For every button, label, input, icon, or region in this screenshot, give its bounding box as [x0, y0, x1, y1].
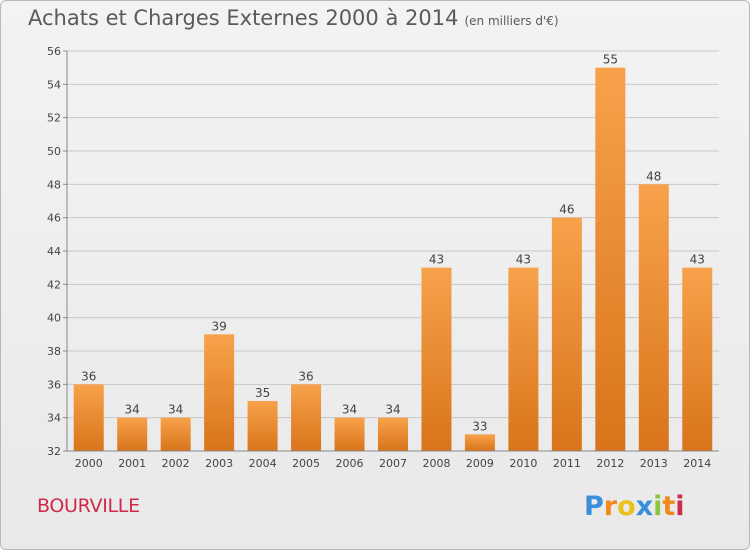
- value-label: 43: [429, 253, 444, 267]
- chart-title-unit: (en milliers d'€): [464, 14, 559, 28]
- logo-letter: o: [617, 491, 636, 522]
- y-tick-label: 38: [47, 345, 61, 358]
- bar-2000: [73, 384, 104, 451]
- logo-letter: i: [675, 491, 685, 522]
- value-labels: 36 34 34 39 35 36 34 34 43 33 43 46 55 48 43: [81, 53, 705, 434]
- value-label: 48: [646, 169, 661, 183]
- x-tick-label: 2004: [249, 457, 277, 470]
- value-label: 55: [603, 53, 618, 67]
- x-tick-label: 2012: [596, 457, 624, 470]
- bar-2007: [378, 417, 408, 451]
- value-label: 35: [255, 386, 270, 400]
- value-label: 34: [168, 403, 183, 417]
- logo-letter: t: [662, 491, 676, 522]
- chart-title: Achats et Charges Externes 2000 à 2014 (e…: [28, 6, 559, 30]
- logo-letter: P: [584, 491, 604, 522]
- y-tick-label: 42: [47, 278, 61, 291]
- value-label: 34: [125, 403, 140, 417]
- y-tick-label: 50: [47, 145, 61, 158]
- bar-2001: [117, 417, 148, 451]
- y-tick-label: 48: [47, 178, 61, 191]
- y-tick-label: 32: [47, 445, 61, 458]
- x-axis: 2000 2001 2002 2003 2004 2005 2006 2007 2008 2009…: [67, 450, 719, 470]
- y-tick-label: 54: [47, 78, 61, 91]
- value-label: 34: [342, 403, 357, 417]
- value-label: 39: [211, 319, 226, 333]
- bar-2012: [595, 67, 626, 452]
- bar-2006: [334, 417, 365, 451]
- location-name: BOURVILLE: [37, 495, 140, 517]
- bar-2004: [247, 401, 278, 451]
- value-label: 34: [385, 403, 400, 417]
- x-tick-label: 2007: [379, 457, 407, 470]
- logo-letter: i: [653, 491, 663, 522]
- y-tick-label: 56: [47, 45, 61, 58]
- x-tick-label: 2002: [162, 457, 190, 470]
- bar-2002: [160, 417, 191, 451]
- bar-2014: [682, 267, 713, 451]
- value-label: 43: [516, 253, 531, 267]
- y-axis: 32 34 36 38 40 42 44 46 48 50 52 54 56: [47, 45, 68, 458]
- y-tick-label: 34: [47, 412, 61, 425]
- bar-2003: [204, 334, 235, 451]
- y-tick-label: 46: [47, 212, 61, 225]
- x-tick-label: 2011: [553, 457, 581, 470]
- value-label: 43: [690, 253, 705, 267]
- x-tick-label: 2014: [683, 457, 711, 470]
- value-label: 36: [298, 369, 313, 383]
- y-tick-label: 52: [47, 112, 61, 125]
- x-tick-label: 2008: [422, 457, 450, 470]
- bars: [73, 67, 713, 452]
- x-tick-label: 2000: [75, 457, 103, 470]
- logo-letter: x: [635, 491, 654, 522]
- bar-2013: [638, 184, 669, 452]
- y-tick-label: 44: [47, 245, 61, 258]
- y-tick-label: 36: [47, 378, 61, 391]
- chart-title-main: Achats et Charges Externes 2000 à 2014: [28, 6, 459, 30]
- value-label: 46: [559, 203, 574, 217]
- bar-2011: [551, 217, 582, 451]
- bar-2008: [421, 267, 452, 451]
- bar-2009: [464, 434, 495, 451]
- x-tick-label: 2010: [509, 457, 537, 470]
- x-tick-label: 2005: [292, 457, 320, 470]
- proxiti-logo: Proxiti: [584, 491, 685, 522]
- bar-2005: [291, 384, 322, 451]
- x-tick-label: 2013: [640, 457, 668, 470]
- x-tick-label: 2009: [466, 457, 494, 470]
- logo-letter: r: [603, 491, 618, 522]
- x-tick-label: 2003: [205, 457, 233, 470]
- bar-2010: [508, 267, 539, 451]
- value-label: 33: [472, 419, 487, 433]
- x-tick-label: 2006: [336, 457, 364, 470]
- y-tick-label: 40: [47, 312, 61, 325]
- value-label: 36: [81, 369, 96, 383]
- x-tick-label: 2001: [118, 457, 146, 470]
